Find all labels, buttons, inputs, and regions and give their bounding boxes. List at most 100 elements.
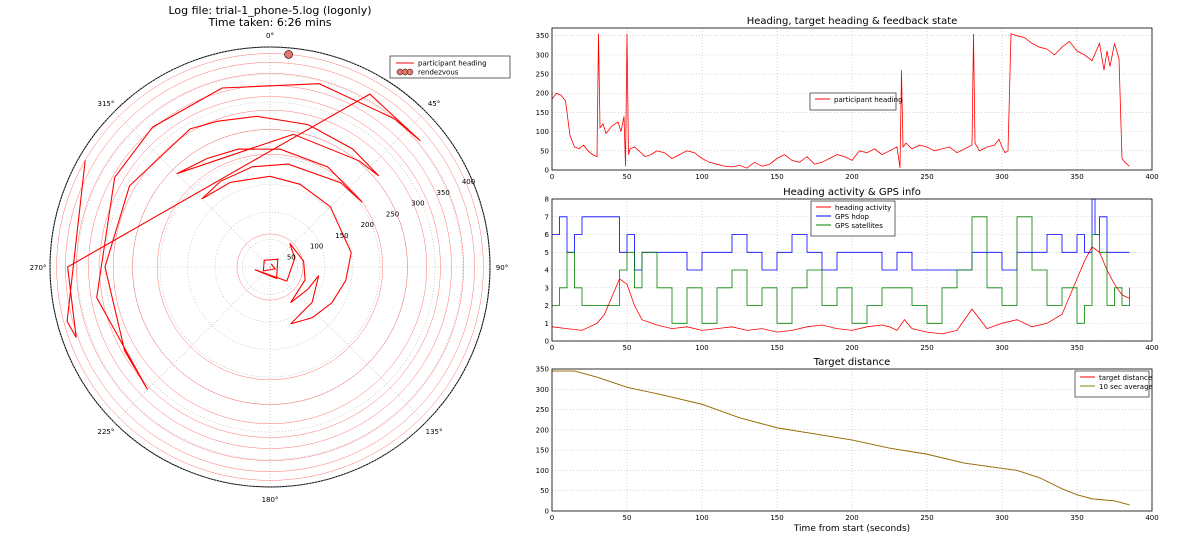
activity-y-tick-label: 8: [545, 196, 549, 204]
polar-title-line2: Time taken: 6:26 mins: [208, 16, 332, 29]
distance-title: Target distance: [813, 357, 891, 368]
heading-y-tick-label: 250: [536, 71, 549, 79]
activity-y-tick-label: 3: [545, 284, 549, 292]
activity-x-tick-label: 350: [1070, 344, 1083, 352]
heading-y-tick-label: 50: [540, 147, 549, 155]
heading-y-tick-label: 350: [536, 32, 549, 40]
distance-x-tick-label: 250: [920, 514, 933, 522]
activity-frame: [551, 198, 1153, 342]
distance-y-tick-label: 50: [540, 487, 549, 495]
polar-radial-label: 350: [437, 189, 450, 197]
activity-y-tick-label: 4: [545, 267, 550, 275]
polar-radial-label: 100: [310, 243, 323, 251]
polar-radial-label: 200: [361, 221, 374, 229]
activity-x-tick-label: 200: [845, 344, 858, 352]
activity-x-tick-label: 150: [770, 344, 783, 352]
distance-legend-box: [1074, 370, 1150, 398]
polar-series-participant-heading: [66, 83, 421, 390]
activity-y-tick-label: 7: [545, 213, 549, 221]
distance-y-tick-label: 350: [536, 366, 549, 374]
distance-legend-label: 10 sec average: [1099, 383, 1153, 391]
polar-track-ring: [65, 62, 475, 472]
polar-legend-box: [389, 55, 511, 79]
activity-y-tick-label: 5: [545, 249, 549, 257]
distance-y-tick-label: 250: [536, 406, 549, 414]
activity-x-tick-label: 50: [623, 344, 632, 352]
polar-track-ring: [56, 53, 484, 481]
polar-radial-label: 400: [462, 178, 475, 186]
heading-series-line: [551, 33, 1130, 169]
heading-legend-box: [809, 92, 897, 111]
heading-x-tick-label: 300: [995, 173, 1008, 181]
polar-angle-gridline: [269, 111, 426, 268]
distance-y-tick-label: 300: [536, 386, 549, 394]
distance-legend-label: target distance: [1099, 374, 1152, 382]
activity-title: Heading activity & GPS info: [783, 187, 921, 198]
heading-x-tick-label: 250: [920, 173, 933, 181]
polar-track-ring: [88, 85, 452, 449]
heading-y-tick-label: 150: [536, 109, 549, 117]
distance-y-tick-label: 0: [545, 508, 549, 516]
polar-track-ring: [113, 110, 427, 424]
polar-angle-label: 0°: [266, 32, 274, 40]
polar-angle-label: 270°: [30, 264, 47, 272]
distance-x-tick-label: 400: [1145, 514, 1158, 522]
polar-angle-label: 315°: [98, 100, 115, 108]
polar-radial-label: 250: [386, 210, 399, 218]
heading-x-tick-label: 100: [695, 173, 708, 181]
heading-x-tick-label: 0: [550, 173, 554, 181]
heading-y-tick-label: 0: [545, 167, 549, 175]
activity-x-tick-label: 300: [995, 344, 1008, 352]
heading-legend-label: participant heading: [834, 96, 903, 104]
polar-rendezvous-point: [284, 50, 293, 59]
distance-x-tick-label: 200: [845, 514, 858, 522]
polar-title-line1: Log file: trial-1_phone-5.log (logonly): [168, 4, 372, 17]
activity-y-tick-label: 0: [545, 338, 549, 346]
heading-x-tick-label: 150: [770, 173, 783, 181]
activity-series-line: [551, 246, 1130, 335]
heading-y-tick-label: 100: [536, 128, 549, 136]
distance-x-tick-label: 100: [695, 514, 708, 522]
activity-x-tick-label: 400: [1145, 344, 1158, 352]
distance-y-tick-label: 100: [536, 467, 549, 475]
heading-frame: [551, 27, 1153, 171]
distance-series-line: [552, 370, 1130, 506]
polar-r-gridline: [159, 156, 381, 378]
polar-angle-gridline: [114, 266, 271, 423]
heading-y-tick-label: 300: [536, 51, 549, 59]
activity-x-tick-label: 0: [550, 344, 554, 352]
activity-series-line: [552, 198, 1130, 271]
distance-x-axis-label: Time from start (seconds): [793, 524, 910, 533]
polar-track-ring: [99, 96, 441, 438]
polar-title: Log file: trial-1_phone-5.log (logonly) …: [120, 5, 420, 29]
activity-y-tick-label: 6: [545, 231, 550, 239]
activity-x-tick-label: 250: [920, 344, 933, 352]
polar-legend-label-rendezvous: rendezvous: [418, 69, 459, 77]
polar-angle-label: 180°: [262, 496, 279, 504]
polar-angle-label: 90°: [496, 264, 508, 272]
heading-title: Heading, target heading & feedback state: [747, 16, 958, 27]
heading-x-tick-label: 400: [1145, 173, 1158, 181]
polar-track-ring: [132, 129, 408, 405]
heading-x-tick-label: 50: [623, 173, 632, 181]
polar-angle-label: 225°: [98, 428, 115, 436]
polar-radial-label: 150: [335, 232, 348, 240]
distance-x-tick-label: 300: [995, 514, 1008, 522]
heading-x-tick-label: 350: [1070, 173, 1083, 181]
polar-r-gridline: [187, 184, 353, 350]
distance-y-tick-label: 200: [536, 426, 549, 434]
distance-x-tick-label: 350: [1070, 514, 1083, 522]
polar-radial-label: 50: [287, 253, 296, 261]
distance-frame: [551, 368, 1153, 512]
heading-x-tick-label: 200: [845, 173, 858, 181]
polar-angle-gridline: [114, 111, 271, 268]
activity-legend-label: heading activity: [835, 204, 891, 212]
activity-series-line: [552, 216, 1130, 324]
polar-angle-label: 135°: [426, 428, 443, 436]
activity-y-tick-label: 2: [545, 302, 549, 310]
polar-track-ring: [236, 233, 304, 301]
polar-legend-label-heading: participant heading: [418, 60, 487, 68]
heading-y-tick-label: 200: [536, 90, 549, 98]
activity-legend-label: GPS satellites: [835, 222, 883, 230]
